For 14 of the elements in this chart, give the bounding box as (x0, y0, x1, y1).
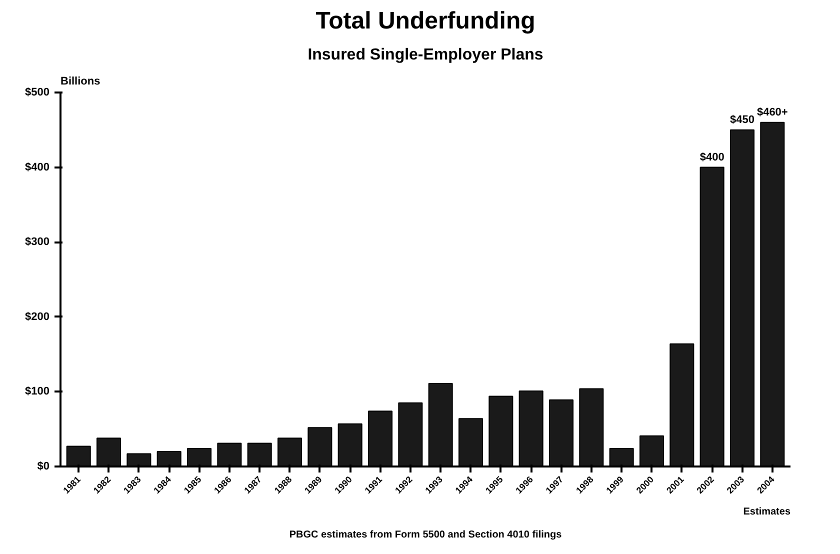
y-axis-title: Billions (60, 76, 100, 88)
data-label: $450 (730, 114, 754, 126)
y-tick-label: $300 (25, 236, 50, 248)
text: Estimates (743, 506, 791, 518)
chart-subtitle: Insured Single-Employer Plans (308, 46, 544, 64)
y-tick-label: $500 (25, 86, 50, 98)
chart-title: Total Underfunding (316, 8, 536, 34)
y-tick-label: $200 (25, 310, 50, 323)
y-tick-label: $400 (25, 161, 50, 174)
y-tick-label: $100 (25, 386, 50, 398)
data-label: $400 (700, 151, 724, 164)
y-tick-label: $0 (37, 460, 50, 472)
text: PBGC estimates from Form 5500 and Section 4010 filings (289, 530, 562, 540)
data-label: $460+ (756, 106, 788, 118)
